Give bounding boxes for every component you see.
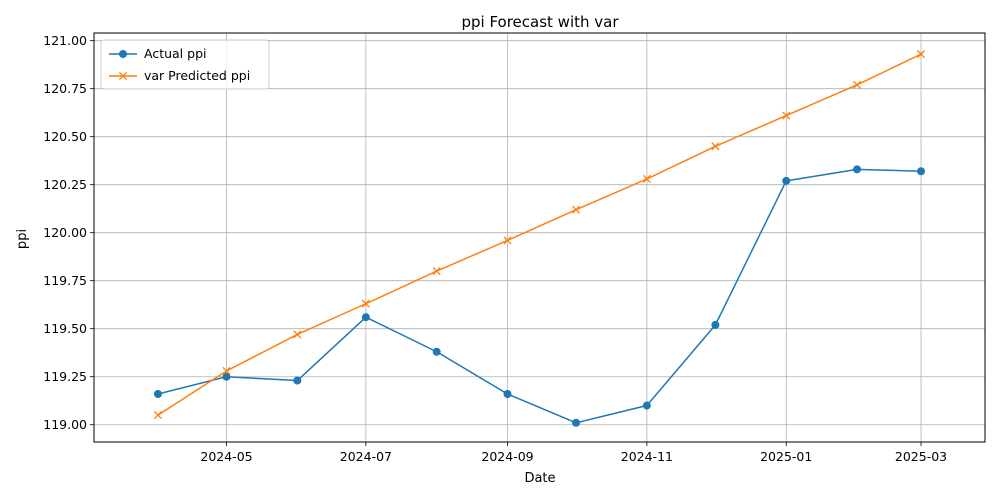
data-point-actual bbox=[917, 167, 926, 176]
x-marker-stroke bbox=[916, 50, 926, 59]
legend-label-predicted: var Predicted ppi bbox=[144, 68, 250, 83]
data-point-predicted bbox=[432, 267, 441, 276]
data-point-actual bbox=[361, 313, 370, 322]
legend-x-stroke bbox=[118, 71, 128, 81]
series-actual bbox=[153, 165, 926, 427]
x-marker-stroke bbox=[642, 174, 651, 183]
x-marker-stroke bbox=[711, 142, 720, 151]
series-line-predicted bbox=[157, 53, 922, 416]
x-tick-label: 2025-01 bbox=[760, 449, 812, 464]
y-tick-label: 119.75 bbox=[43, 273, 87, 288]
y-tick-label: 120.75 bbox=[43, 81, 87, 96]
x-marker-stroke bbox=[503, 236, 512, 245]
y-tick-label: 119.00 bbox=[43, 417, 87, 432]
data-point-actual bbox=[572, 418, 581, 427]
axes-layer: 2024-05 2024-07 2024-09 2024-11 2025-01 2025-… bbox=[43, 33, 947, 464]
data-point-predicted bbox=[571, 205, 581, 214]
x-marker-stroke bbox=[571, 205, 581, 214]
data-point-actual bbox=[432, 347, 441, 356]
data-point-predicted bbox=[916, 50, 926, 59]
data-point-predicted bbox=[642, 174, 651, 183]
plot-frame bbox=[93, 32, 986, 443]
x-marker-stroke bbox=[293, 330, 302, 339]
x-marker-stroke bbox=[853, 80, 862, 89]
data-point-actual bbox=[853, 165, 862, 174]
legend-marker-predicted bbox=[118, 71, 128, 81]
data-point-predicted bbox=[293, 330, 302, 339]
legend-label-actual: Actual ppi bbox=[144, 46, 206, 61]
series-line-actual bbox=[157, 168, 922, 424]
data-point-predicted bbox=[222, 366, 231, 376]
x-marker-stroke bbox=[153, 411, 163, 420]
y-tick-label: 119.50 bbox=[43, 321, 87, 336]
x-tick-label: 2024-05 bbox=[200, 449, 252, 464]
data-point-predicted bbox=[153, 411, 163, 420]
series-layer bbox=[153, 50, 926, 427]
data-point-actual bbox=[293, 376, 302, 385]
y-tick-label: 119.25 bbox=[43, 369, 87, 384]
data-point-predicted bbox=[503, 236, 512, 245]
data-point-actual bbox=[503, 389, 512, 398]
data-point-predicted bbox=[782, 111, 791, 120]
data-point-predicted bbox=[711, 142, 720, 151]
data-point-predicted bbox=[853, 80, 862, 89]
x-axis-label: Date bbox=[524, 471, 555, 486]
x-marker-stroke bbox=[361, 299, 370, 308]
grid-layer bbox=[94, 33, 985, 442]
legend: Actual ppi var Predicted ppi bbox=[100, 39, 270, 90]
x-marker-stroke bbox=[782, 111, 791, 120]
x-tick-label: 2024-11 bbox=[621, 449, 673, 464]
legend-box bbox=[100, 39, 270, 90]
chart-title: ppi Forecast with var bbox=[461, 13, 619, 31]
x-tick-label: 2024-07 bbox=[340, 449, 392, 464]
y-tick-label: 120.00 bbox=[43, 225, 87, 240]
data-point-actual bbox=[153, 389, 162, 398]
y-tick-label: 120.50 bbox=[43, 129, 87, 144]
x-marker-stroke bbox=[432, 267, 441, 276]
series-predicted bbox=[153, 50, 926, 420]
data-point-actual bbox=[711, 320, 720, 329]
x-tick-label: 2025-03 bbox=[895, 449, 947, 464]
data-point-actual bbox=[222, 372, 231, 381]
data-point-predicted bbox=[361, 299, 370, 308]
data-point-actual bbox=[642, 401, 651, 410]
legend-marker-actual bbox=[119, 50, 127, 58]
y-tick-label: 121.00 bbox=[43, 33, 87, 48]
y-tick-label: 120.25 bbox=[43, 177, 87, 192]
data-point-actual bbox=[782, 176, 791, 185]
x-tick-label: 2024-09 bbox=[481, 449, 533, 464]
y-axis-label: ppi bbox=[15, 229, 30, 249]
x-marker-stroke bbox=[222, 366, 231, 376]
